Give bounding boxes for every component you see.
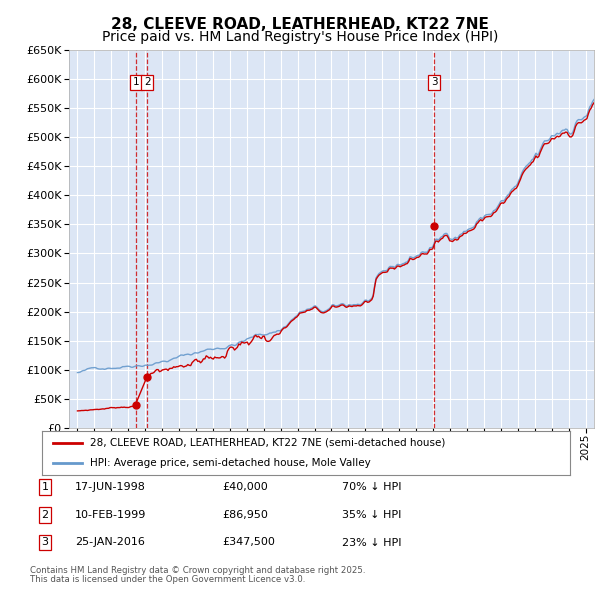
Text: 2: 2 (41, 510, 49, 520)
Text: 1: 1 (133, 77, 139, 87)
Text: 1: 1 (41, 482, 49, 492)
Text: £40,000: £40,000 (222, 482, 268, 492)
Text: 17-JUN-1998: 17-JUN-1998 (75, 482, 146, 492)
Text: This data is licensed under the Open Government Licence v3.0.: This data is licensed under the Open Gov… (30, 575, 305, 584)
Text: Contains HM Land Registry data © Crown copyright and database right 2025.: Contains HM Land Registry data © Crown c… (30, 566, 365, 575)
Text: 35% ↓ HPI: 35% ↓ HPI (342, 510, 401, 520)
Text: 3: 3 (431, 77, 437, 87)
Text: 10-FEB-1999: 10-FEB-1999 (75, 510, 146, 520)
Text: 28, CLEEVE ROAD, LEATHERHEAD, KT22 7NE (semi-detached house): 28, CLEEVE ROAD, LEATHERHEAD, KT22 7NE (… (89, 438, 445, 448)
Text: 23% ↓ HPI: 23% ↓ HPI (342, 537, 401, 548)
Text: 28, CLEEVE ROAD, LEATHERHEAD, KT22 7NE: 28, CLEEVE ROAD, LEATHERHEAD, KT22 7NE (111, 17, 489, 31)
Text: £86,950: £86,950 (222, 510, 268, 520)
Text: 3: 3 (41, 537, 49, 548)
Text: £347,500: £347,500 (222, 537, 275, 548)
Text: 70% ↓ HPI: 70% ↓ HPI (342, 482, 401, 492)
Text: HPI: Average price, semi-detached house, Mole Valley: HPI: Average price, semi-detached house,… (89, 458, 370, 468)
Text: 25-JAN-2016: 25-JAN-2016 (75, 537, 145, 548)
Text: 2: 2 (144, 77, 151, 87)
Text: Price paid vs. HM Land Registry's House Price Index (HPI): Price paid vs. HM Land Registry's House … (102, 30, 498, 44)
